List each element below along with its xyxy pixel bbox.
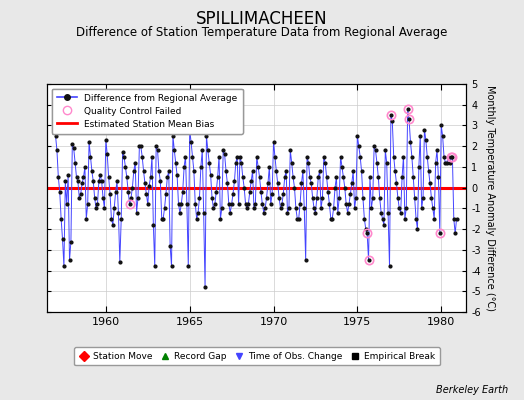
Y-axis label: Monthly Temperature Anomaly Difference (°C): Monthly Temperature Anomaly Difference (…	[485, 85, 495, 311]
Legend: Difference from Regional Average, Quality Control Failed, Estimated Station Mean: Difference from Regional Average, Qualit…	[52, 88, 243, 134]
Text: SPILLIMACHEEN: SPILLIMACHEEN	[196, 10, 328, 28]
Legend: Station Move, Record Gap, Time of Obs. Change, Empirical Break: Station Move, Record Gap, Time of Obs. C…	[74, 348, 440, 366]
Text: Berkeley Earth: Berkeley Earth	[436, 385, 508, 395]
Text: Difference of Station Temperature Data from Regional Average: Difference of Station Temperature Data f…	[77, 26, 447, 39]
